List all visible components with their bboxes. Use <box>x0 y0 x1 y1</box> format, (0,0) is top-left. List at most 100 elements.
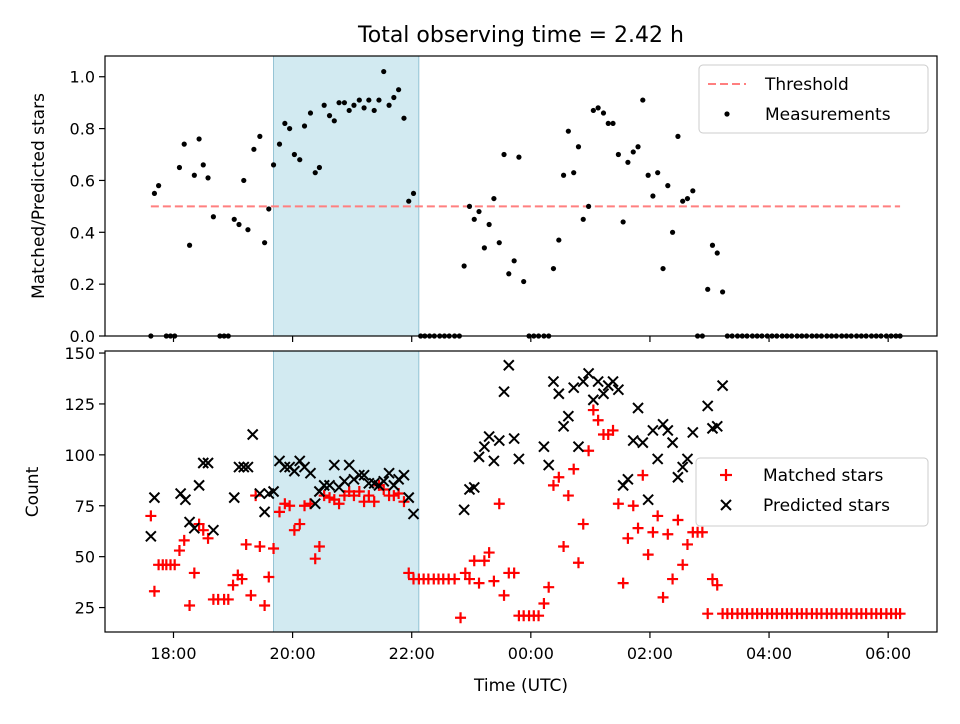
top-legend: Threshold Measurements <box>698 64 929 134</box>
predicted-point <box>267 485 280 498</box>
matched-point <box>488 575 500 587</box>
matched-point <box>696 526 708 538</box>
matched-point <box>607 424 619 436</box>
matched-point <box>250 490 262 502</box>
measurement-point <box>610 120 616 127</box>
measurement-point <box>625 159 631 165</box>
matched-point <box>309 553 321 565</box>
measurement-point <box>307 110 314 116</box>
measurement-point <box>595 105 601 111</box>
matched-point <box>706 573 718 585</box>
bottom-y-axis: 25 50 75 100 125 150 <box>64 344 105 618</box>
matched-point <box>622 532 634 544</box>
predicted-point <box>358 469 370 481</box>
measurement-point <box>486 221 492 228</box>
measurement-point <box>257 133 263 139</box>
measurement-point <box>326 113 333 119</box>
measurement-point <box>645 172 651 178</box>
matched-point <box>274 506 285 518</box>
matched-point <box>572 557 584 569</box>
predicted-point <box>651 453 664 465</box>
matched-point <box>473 577 485 589</box>
measurement-point <box>396 87 402 93</box>
measurement-point <box>210 214 216 220</box>
measurement-point <box>675 133 681 139</box>
measurement-point <box>406 198 412 204</box>
predicted-point <box>193 479 205 492</box>
predicted-point <box>592 375 604 388</box>
matched-point <box>468 555 480 567</box>
matched-point <box>617 577 629 589</box>
predicted-point <box>716 379 729 392</box>
measurement-point <box>176 164 183 171</box>
matched-point <box>577 518 589 530</box>
predicted-point <box>458 504 470 516</box>
predicted-point <box>246 428 259 441</box>
measurement-point <box>376 97 382 103</box>
predicted-point <box>567 381 580 394</box>
matched-point <box>894 608 906 620</box>
matched-point <box>592 414 604 426</box>
x-tick-label: 02:00 <box>627 644 673 663</box>
bottom-panel: 25 50 75 100 125 150 18:00 20:00 22:00 00:00 02:0… <box>23 344 938 696</box>
matched-point <box>403 567 415 579</box>
measurement-point <box>684 195 691 202</box>
x-tick-label: 20:00 <box>270 644 316 663</box>
predicted-point <box>557 420 570 433</box>
measurement-point <box>301 123 308 129</box>
matched-point <box>169 559 181 571</box>
predicted-point <box>702 400 714 412</box>
measurement-point <box>336 100 342 106</box>
measurement-point <box>506 271 512 277</box>
matched-point <box>222 593 234 605</box>
measurement-point <box>386 102 392 108</box>
matched-point <box>313 540 325 552</box>
matched-point <box>642 549 654 561</box>
matched-point <box>145 510 157 522</box>
matched-point <box>672 514 684 526</box>
measurement-point <box>620 219 626 225</box>
predicted-point <box>582 367 595 380</box>
predicted-point <box>553 388 565 400</box>
predicted-point <box>647 424 659 437</box>
x-tick-label: 06:00 <box>865 644 911 663</box>
measurement-point <box>511 258 517 264</box>
matched-point <box>227 579 239 591</box>
predicted-points <box>145 359 729 543</box>
measurement-point <box>351 102 357 108</box>
measurement-point <box>556 237 562 243</box>
measurement-point <box>291 151 297 158</box>
predicted-point <box>207 524 220 536</box>
predicted-point <box>343 459 355 471</box>
measurement-point <box>605 120 611 127</box>
measurement-point <box>630 149 636 155</box>
matched-point <box>449 573 461 585</box>
predicted-point <box>627 434 639 447</box>
matched-point <box>612 498 624 510</box>
measurement-point <box>381 68 387 75</box>
predicted-point <box>378 475 390 488</box>
matched-point <box>533 610 545 622</box>
matched-point <box>245 589 257 601</box>
measurement-point <box>600 110 607 116</box>
matched-points <box>145 404 906 624</box>
matched-point <box>294 518 306 530</box>
matched-point <box>647 526 659 538</box>
measurement-point <box>585 203 592 209</box>
measurement-point <box>521 278 527 285</box>
measurement-point <box>719 289 726 295</box>
matched-point <box>568 463 580 475</box>
measurement-point <box>401 115 407 121</box>
predicted-point <box>607 375 619 388</box>
top-y-axis: 0.0 0.2 0.4 0.6 0.8 1.0 <box>70 68 105 346</box>
measurement-point <box>481 245 487 251</box>
predicted-point <box>662 424 674 437</box>
measurement-point <box>200 162 206 168</box>
measurement-point <box>690 188 696 194</box>
measurement-point <box>471 216 477 222</box>
bottom-y-tick-label: 100 <box>64 446 95 465</box>
matched-point <box>662 528 674 540</box>
matched-point <box>263 571 275 583</box>
matched-point <box>184 600 196 612</box>
